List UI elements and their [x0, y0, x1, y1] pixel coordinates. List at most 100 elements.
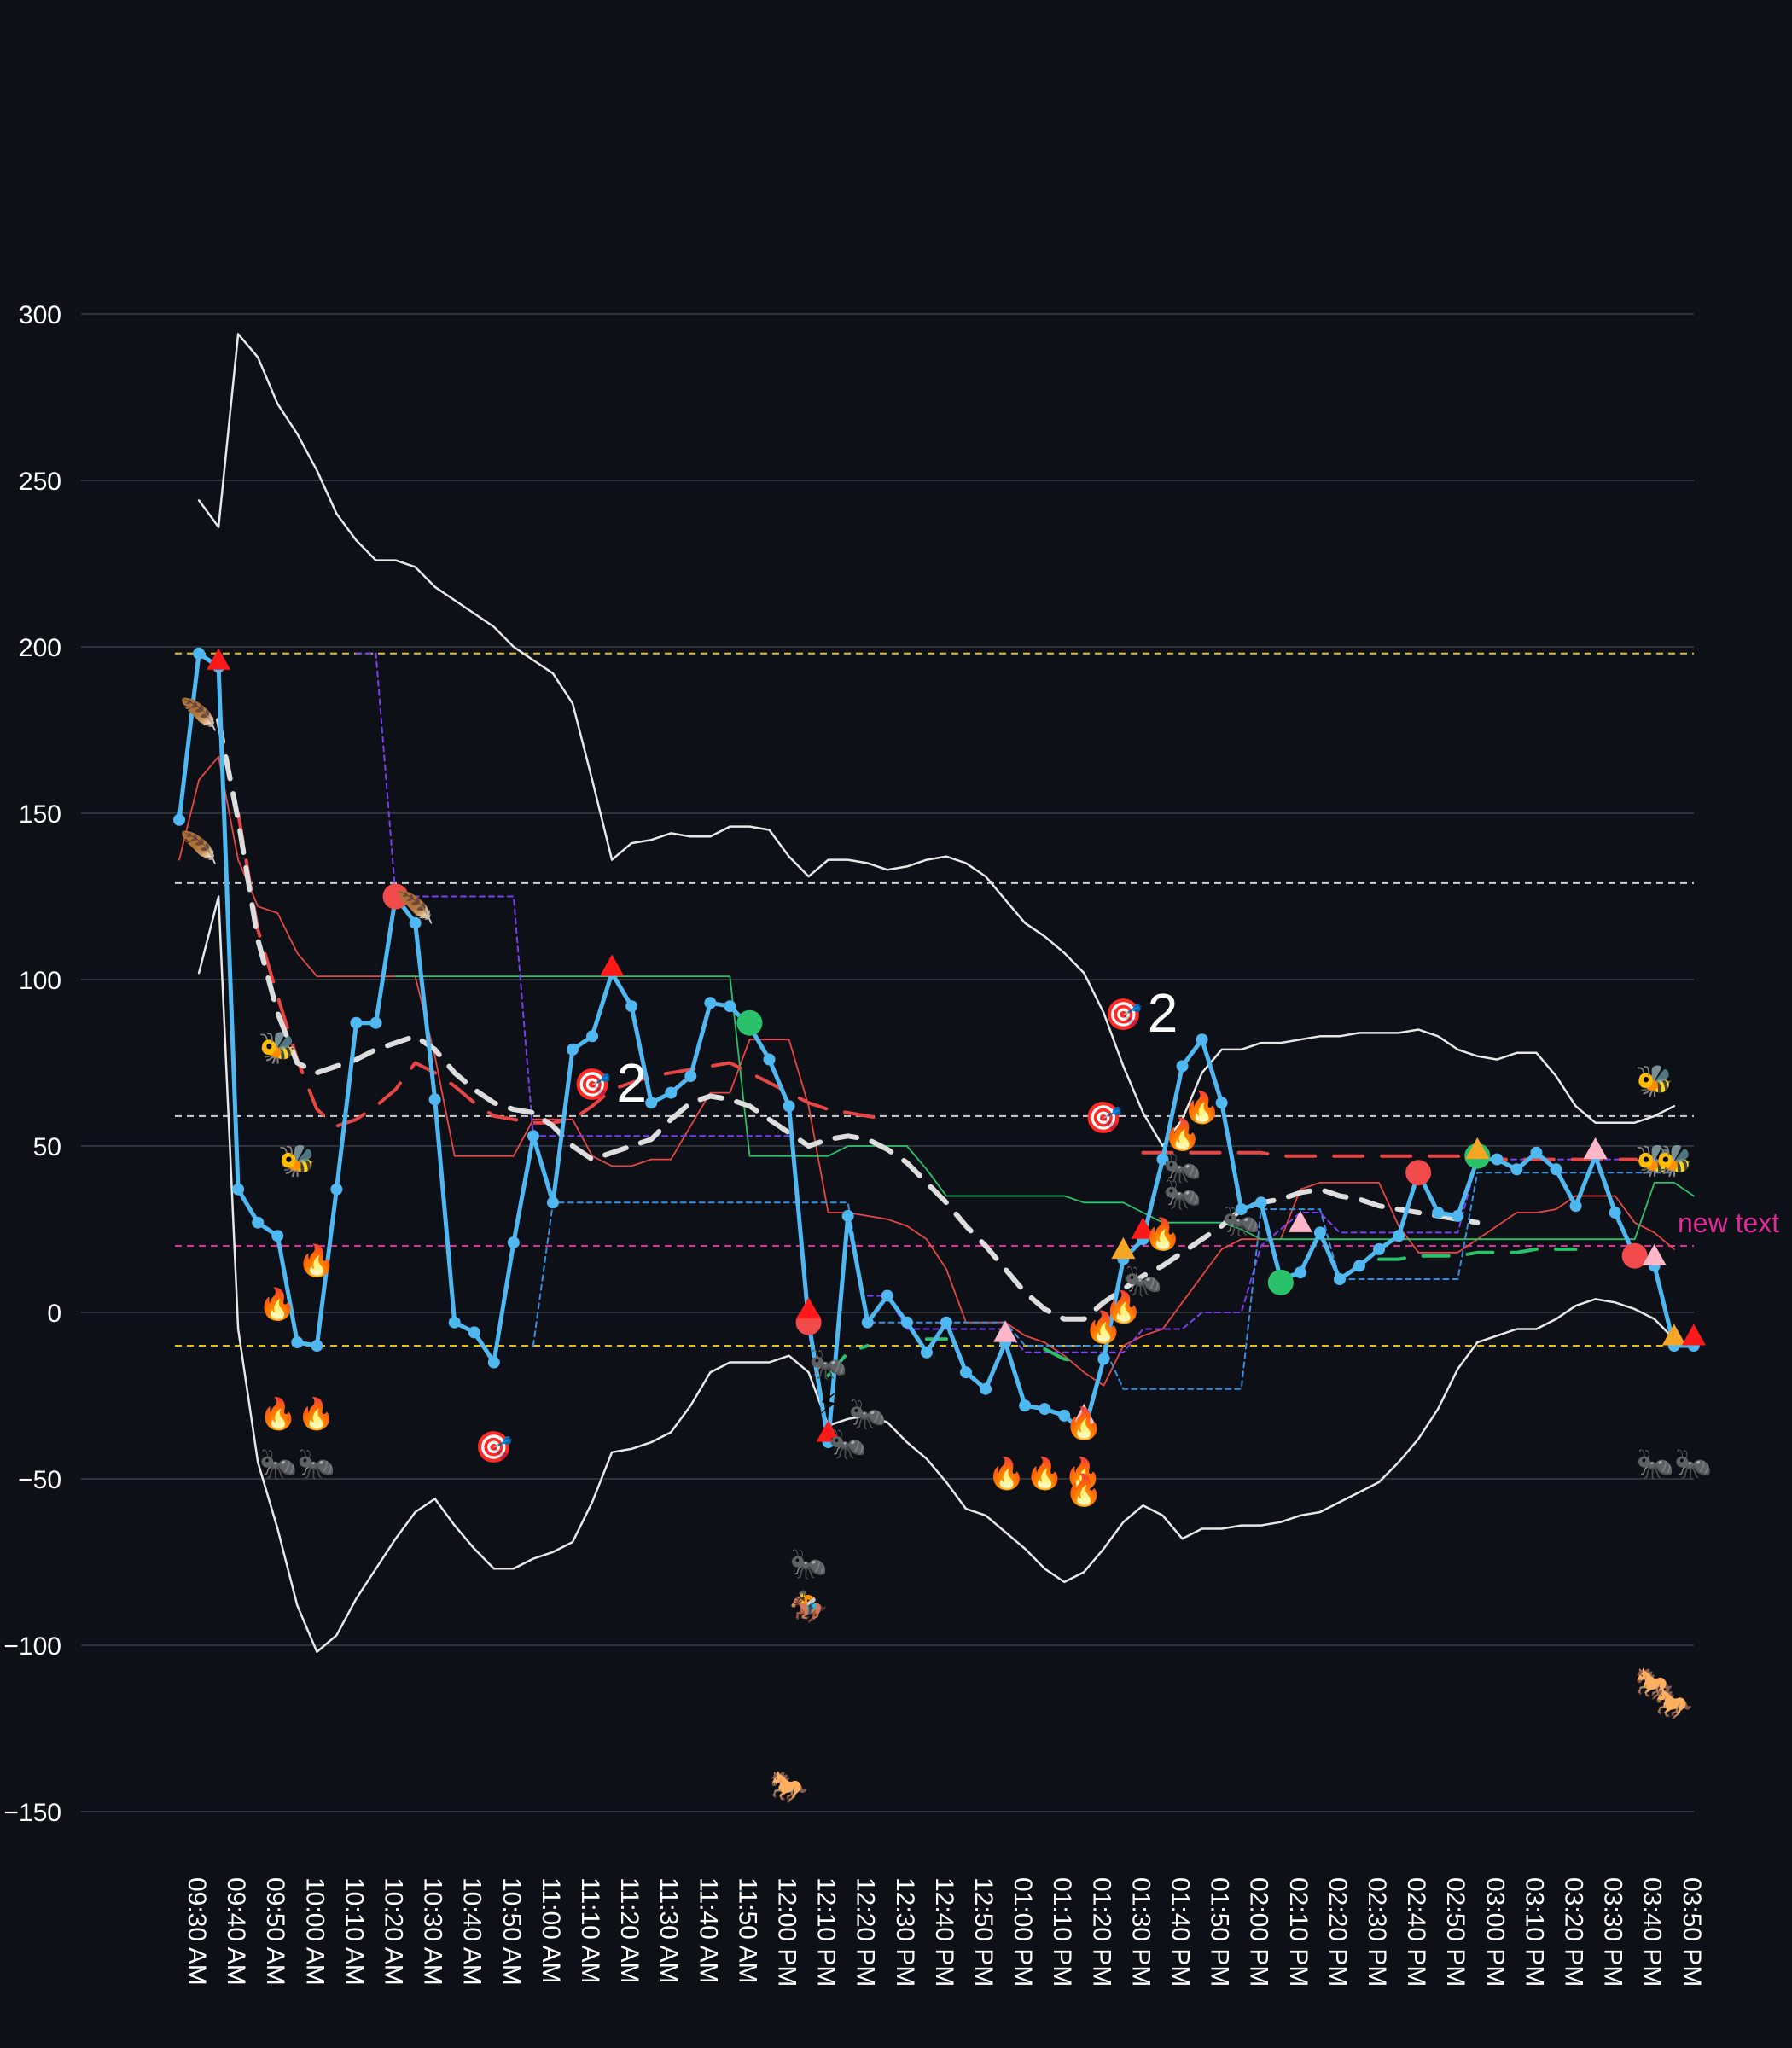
data-point [1373, 1242, 1386, 1255]
emoji-layer: 🪶🪶🪶🐝🐝🐝🐝🐝🔥🔥🔥🔥🐜🐜 🎯🎯🎯🎯🐜⚡ 🐜🐜🐜🏇🐎🔥🔥🔥🔥🔥🔥🔥🔥🐜🐜🐜🔥🔥🐜🐜… [180, 696, 1713, 1805]
data-point [428, 1093, 441, 1106]
data-point [350, 1016, 363, 1029]
x-tick-label: 09:40 AM [222, 1877, 250, 1986]
x-tick-label: 02:50 PM [1441, 1877, 1469, 1987]
emoji-marker: 🔥 [1163, 1116, 1201, 1152]
emoji-marker: 🔥 [1183, 1090, 1221, 1126]
data-point [1176, 1060, 1189, 1073]
data-point [1609, 1207, 1621, 1219]
data-point [1530, 1146, 1543, 1159]
emoji-marker: ⚡ [817, 1387, 839, 1422]
data-point [1432, 1207, 1445, 1219]
emoji-marker: 🪶 [180, 829, 218, 866]
series-line-bb_lower [197, 895, 1676, 1654]
data-point [900, 1316, 913, 1329]
text-annotation: 2 [1148, 982, 1178, 1044]
y-tick-label: 250 [19, 468, 61, 496]
x-tick-label: 10:00 AM [300, 1877, 329, 1986]
x-tick-label: 12:00 PM [773, 1877, 801, 1987]
data-point [684, 1070, 697, 1083]
signal-dot-marker [1621, 1242, 1648, 1269]
series-line-dash_green_long [1377, 1247, 1578, 1261]
signal-triangle-marker [1681, 1324, 1706, 1346]
x-tick-label: 09:30 AM [183, 1877, 211, 1986]
x-tick-label: 10:30 AM [419, 1877, 447, 1986]
emoji-marker: 🔥 [1065, 1406, 1103, 1442]
data-point [1156, 1153, 1169, 1166]
series-line-dash_purple [866, 1158, 1675, 1353]
emoji-marker: 🔥 [1104, 1289, 1143, 1325]
x-tick-label: 10:40 AM [458, 1877, 486, 1986]
data-point [1058, 1409, 1071, 1422]
signal-triangle-marker [600, 954, 625, 976]
data-point [1235, 1203, 1248, 1216]
signal-triangle-marker [993, 1320, 1018, 1342]
signal-triangle-marker [1642, 1243, 1667, 1265]
emoji-marker: 🐜 [829, 1427, 867, 1462]
y-tick-label: 50 [33, 1133, 61, 1161]
series-line-dash_purple [355, 652, 790, 1137]
x-tick-label: 03:20 PM [1560, 1877, 1588, 1987]
data-point [1491, 1153, 1504, 1166]
data-point [311, 1340, 323, 1352]
emoji-marker: 🔥 [1065, 1473, 1103, 1509]
emoji-marker: 🐝 [259, 1031, 297, 1066]
x-tick-label: 01:10 PM [1048, 1877, 1076, 1987]
emoji-marker: 🎯 [474, 1430, 513, 1465]
signal-triangle-marker [796, 1297, 821, 1319]
y-tick-label: −100 [3, 1632, 61, 1661]
data-point [763, 1053, 776, 1066]
emoji-marker: 🐜 [789, 1547, 828, 1582]
emoji-marker: 🎯 [1085, 1101, 1123, 1136]
x-tick-label: 12:40 PM [930, 1877, 958, 1987]
data-point [252, 1216, 265, 1229]
x-tick-label: 03:40 PM [1638, 1877, 1667, 1987]
x-tick-label: 11:00 AM [537, 1877, 565, 1984]
x-tick-label: 02:10 PM [1284, 1877, 1312, 1987]
series-line-ema_dash_red [236, 812, 889, 1128]
x-tick-label: 03:50 PM [1678, 1877, 1706, 1987]
data-point [1393, 1230, 1405, 1242]
data-point [841, 1209, 854, 1222]
data-point [1313, 1226, 1326, 1239]
data-point [1215, 1097, 1228, 1109]
y-tick-label: 200 [19, 634, 61, 662]
data-point [1196, 1033, 1208, 1046]
y-tick-label: −150 [3, 1799, 61, 1827]
x-tick-label: 01:00 PM [1009, 1877, 1037, 1987]
emoji-marker: 🐜 [1222, 1204, 1260, 1239]
data-point [724, 1000, 736, 1013]
data-point [487, 1356, 500, 1369]
emoji-marker: 🐜🐜 [1636, 1447, 1713, 1482]
series-line-main [177, 651, 1696, 1445]
x-tick-label: 03:00 PM [1481, 1877, 1509, 1987]
emoji-marker: 🏇 [789, 1590, 828, 1625]
data-point [232, 1183, 245, 1196]
x-axis: 09:30 AM 09:40 AM 09:50 AM 10:00 AM 10:10 AM… [183, 1877, 1706, 1987]
emoji-marker: 🐜🐜 [259, 1447, 335, 1482]
x-tick-label: 12:50 PM [969, 1877, 998, 1987]
y-tick-label: −50 [18, 1466, 61, 1494]
data-point [861, 1316, 874, 1329]
signal-dot-marker [382, 883, 409, 910]
data-point [1078, 1426, 1091, 1439]
x-tick-label: 11:30 AM [655, 1877, 683, 1984]
data-point [960, 1366, 972, 1379]
reference-lines: new text [175, 652, 1779, 1347]
data-point [369, 1016, 382, 1029]
x-tick-label: 12:10 PM [812, 1877, 841, 1987]
data-point [1353, 1260, 1365, 1272]
data-point [625, 1000, 638, 1013]
y-tick-label: 100 [19, 967, 61, 995]
x-tick-label: 12:30 PM [891, 1877, 919, 1987]
x-tick-label: 02:20 PM [1324, 1877, 1352, 1987]
marker-layer [207, 648, 1706, 1442]
x-tick-label: 11:20 AM [615, 1877, 643, 1984]
data-point [173, 813, 185, 826]
signal-dot-marker [1267, 1269, 1294, 1295]
emoji-marker: 🐜 [809, 1347, 847, 1382]
data-point [193, 647, 206, 660]
data-point [704, 997, 717, 1009]
data-point [645, 1097, 658, 1109]
